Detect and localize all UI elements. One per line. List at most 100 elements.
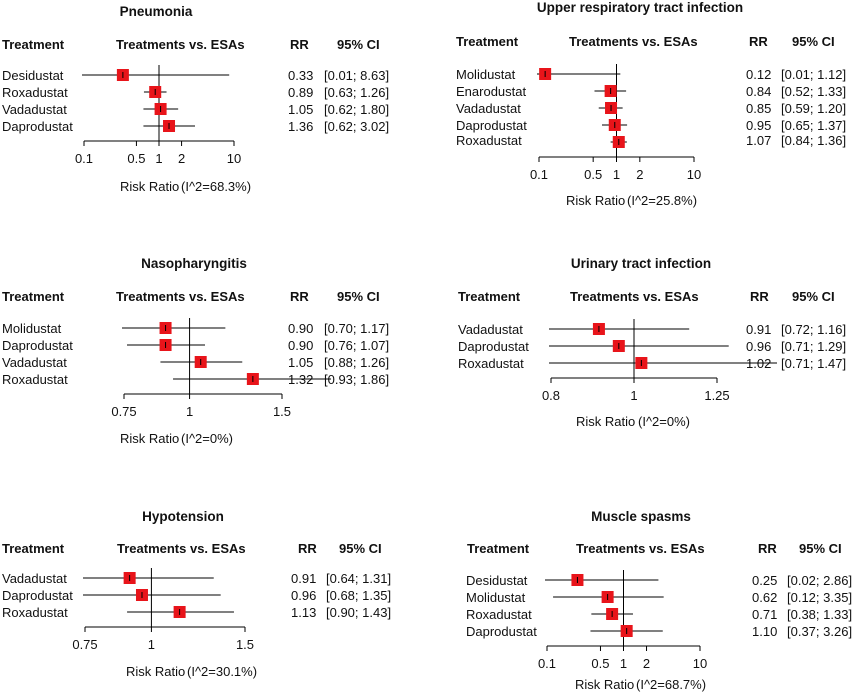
- row-rr: 0.25: [752, 573, 778, 588]
- x-tick-label: 2: [636, 167, 643, 182]
- row-label: Daprodustat: [458, 339, 529, 354]
- header-rr: RR: [750, 289, 769, 304]
- x-tick-label: 1: [155, 151, 162, 166]
- header-comparison: Treatments vs. ESAs: [117, 541, 246, 556]
- row-label: Daprodustat: [2, 119, 73, 134]
- row-label: Vadadustat: [2, 571, 67, 586]
- x-axis-label: Risk Ratio: [575, 677, 635, 692]
- row-ci: [0.65; 1.37]: [781, 118, 847, 133]
- header-comparison: Treatments vs. ESAs: [569, 34, 698, 49]
- header-treatment: Treatment: [2, 541, 65, 556]
- x-tick-label: 1: [186, 404, 193, 419]
- heterogeneity-label: (I^2=68.7%): [636, 677, 707, 692]
- heterogeneity-label: (I^2=30.1%): [187, 664, 258, 679]
- header-ci: 95% CI: [337, 289, 380, 304]
- x-tick-label: 1.5: [273, 404, 291, 419]
- row-rr: 0.12: [746, 67, 772, 82]
- heterogeneity-label: (I^2=0%): [181, 431, 233, 446]
- header-ci: 95% CI: [339, 541, 382, 556]
- row-rr: 0.62: [752, 590, 778, 605]
- forest-panel-urinary-tract: Urinary tract infection Treatment Treatm…: [0, 0, 846, 429]
- row-ci: [0.93; 1.86]: [324, 372, 390, 387]
- row-ci: [0.01; 1.12]: [781, 67, 847, 82]
- row-ci: [0.01; 8.63]: [324, 68, 390, 83]
- x-tick-label: 1: [620, 656, 627, 671]
- forest-panel-upper-respiratory: Upper respiratory tract infection Treatm…: [0, 0, 846, 232]
- row-ci: [0.64; 1.31]: [326, 571, 392, 586]
- forest-plot: 0.1 0.5 1 2 10: [530, 64, 701, 182]
- x-axis-label: Risk Ratio: [566, 193, 626, 208]
- row-rr: 0.96: [291, 588, 317, 603]
- heterogeneity-label: (I^2=25.8%): [627, 193, 698, 208]
- row-rr: 0.91: [746, 322, 772, 337]
- row-ci: [0.68; 1.35]: [326, 588, 392, 603]
- row-rr: 0.84: [746, 84, 772, 99]
- x-tick-label: 0.5: [127, 151, 145, 166]
- row-ci: [0.70; 1.17]: [324, 321, 390, 336]
- x-tick-label: 0.5: [591, 656, 609, 671]
- header-ci: 95% CI: [792, 34, 835, 49]
- x-tick-label: 10: [687, 167, 701, 182]
- panel-title: Muscle spasms: [591, 509, 691, 524]
- x-axis-label: Risk Ratio: [576, 414, 636, 429]
- header-ci: 95% CI: [337, 37, 380, 52]
- row-rr: 1.36: [288, 119, 314, 134]
- x-tick-label: 0.8: [542, 388, 560, 403]
- header-treatment: Treatment: [2, 37, 65, 52]
- x-tick-label: 0.75: [111, 404, 136, 419]
- x-tick-label: 1: [613, 167, 620, 182]
- row-ci: [0.63; 1.26]: [324, 85, 390, 100]
- header-ci: 95% CI: [792, 289, 835, 304]
- row-ci: [0.02; 2.86]: [787, 573, 853, 588]
- row-label: Daprodustat: [466, 624, 537, 639]
- heterogeneity-label: (I^2=0%): [638, 414, 690, 429]
- row-label: Enarodustat: [456, 84, 527, 99]
- header-comparison: Treatments vs. ESAs: [570, 289, 699, 304]
- forest-panel-pneumonia: Pneumonia Treatment Treatments vs. ESAs …: [0, 0, 429, 232]
- row-ci: [0.84; 1.36]: [781, 133, 847, 148]
- row-label: Molidustat: [2, 321, 62, 336]
- header-comparison: Treatments vs. ESAs: [116, 289, 245, 304]
- header-ci: 95% CI: [799, 541, 842, 556]
- row-ci: [0.90; 1.43]: [326, 605, 392, 620]
- row-label: Molidustat: [466, 590, 526, 605]
- row-label: Daprodustat: [2, 338, 73, 353]
- forest-plot: 0.75 1 1.5: [111, 318, 332, 419]
- row-ci: [0.72; 1.16]: [781, 322, 847, 337]
- header-rr: RR: [758, 541, 777, 556]
- row-ci: [0.37; 3.26]: [787, 624, 853, 639]
- forest-plot: 0.1 0.5 1 2 10: [75, 65, 241, 166]
- forest-panel-hypotension: Hypotension Treatment Treatments vs. ESA…: [0, 0, 429, 679]
- row-rr: 1.07: [746, 133, 772, 148]
- x-tick-label: 2: [643, 656, 650, 671]
- row-label: Desidustat: [2, 68, 64, 83]
- x-tick-label: 10: [227, 151, 241, 166]
- panel-title: Nasopharyngitis: [141, 256, 247, 271]
- row-ci: [0.88; 1.26]: [324, 355, 390, 370]
- row-rr: 0.96: [746, 339, 772, 354]
- x-tick-label: 0.1: [75, 151, 93, 166]
- row-ci: [0.52; 1.33]: [781, 84, 847, 99]
- header-rr: RR: [290, 289, 309, 304]
- x-tick-label: 0.75: [72, 637, 97, 652]
- row-rr: 0.33: [288, 68, 314, 83]
- row-ci: [0.62; 3.02]: [324, 119, 390, 134]
- row-ci: [0.71; 1.47]: [781, 356, 847, 371]
- x-axis-label: Risk Ratio: [120, 179, 180, 194]
- row-label: Roxadustat: [2, 372, 68, 387]
- x-axis-label: Risk Ratio: [126, 664, 186, 679]
- x-tick-label: 1: [630, 388, 637, 403]
- row-ci: [0.38; 1.33]: [787, 607, 853, 622]
- row-rr: 1.10: [752, 624, 778, 639]
- header-comparison: Treatments vs. ESAs: [576, 541, 705, 556]
- x-tick-label: 2: [178, 151, 185, 166]
- row-ci: [0.76; 1.07]: [324, 338, 390, 353]
- x-axis-label: Risk Ratio: [120, 431, 180, 446]
- header-treatment: Treatment: [467, 541, 530, 556]
- row-label: Vadadustat: [2, 102, 67, 117]
- x-tick-label: 1.25: [704, 388, 729, 403]
- row-label: Roxadustat: [2, 85, 68, 100]
- row-rr: 0.90: [288, 338, 314, 353]
- x-tick-label: 1.5: [236, 637, 254, 652]
